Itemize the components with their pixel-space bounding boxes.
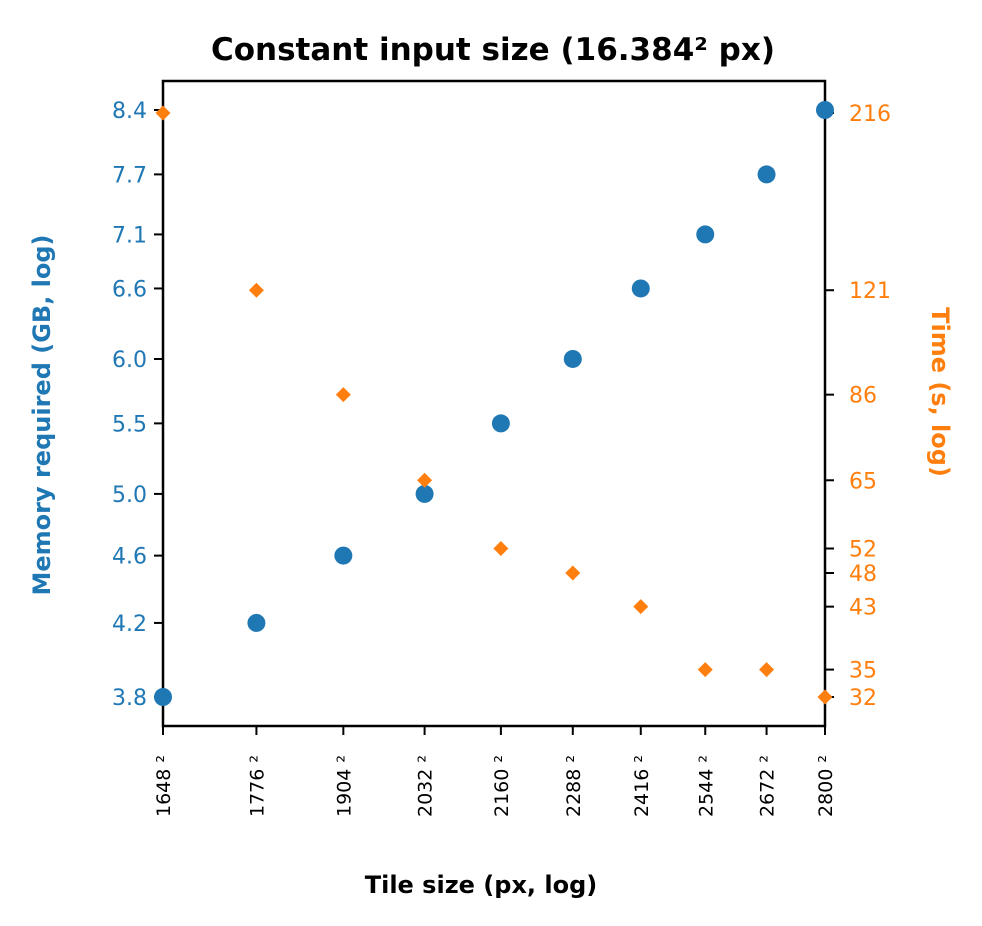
memory-point bbox=[563, 349, 582, 368]
memory-point bbox=[816, 101, 834, 119]
time-point bbox=[759, 662, 775, 678]
y-right-tick-label: 48 bbox=[849, 562, 877, 587]
y-left-tick-label: 5.0 bbox=[112, 483, 147, 508]
memory-point bbox=[415, 484, 434, 503]
time-point bbox=[565, 565, 581, 581]
memory-point bbox=[757, 165, 776, 184]
time-point bbox=[155, 105, 171, 121]
memory-point bbox=[154, 688, 172, 706]
y-left-tick-label: 5.5 bbox=[112, 412, 147, 437]
x-tick-label: 2160 ² bbox=[491, 755, 513, 817]
y-left-tick-label: 6.6 bbox=[112, 277, 147, 302]
y-left-tick-label: 7.1 bbox=[112, 223, 147, 248]
x-tick-label: 2288 ² bbox=[563, 755, 585, 817]
x-tick-label: 1904 ² bbox=[333, 755, 355, 817]
series-time bbox=[155, 105, 833, 705]
x-tick-label: 2672 ² bbox=[757, 755, 779, 817]
y-right-tick-label: 65 bbox=[849, 469, 877, 494]
y-left-tick-label: 3.8 bbox=[112, 686, 147, 711]
x-tick-label: 2032 ² bbox=[415, 755, 437, 817]
y-axis-left-label: Memory required (GB, log) bbox=[28, 234, 56, 595]
y-left-tick-label: 8.4 bbox=[112, 99, 147, 124]
memory-point bbox=[696, 225, 715, 244]
y-right-tick-label: 216 bbox=[849, 102, 891, 127]
time-point bbox=[697, 662, 713, 678]
y-left-tick-label: 6.0 bbox=[112, 348, 147, 373]
memory-point bbox=[631, 279, 650, 298]
x-tick-label: 1648 ² bbox=[153, 755, 175, 817]
time-point bbox=[493, 541, 509, 557]
y-left-tick-label: 7.7 bbox=[112, 163, 147, 188]
x-axis: 1648 ² 1776 ² 1904 ² 2032 ² 2160 ² 2288 ² 2416… bbox=[153, 726, 837, 817]
plot-frame bbox=[161, 79, 827, 728]
x-tick-label: 2544 ² bbox=[695, 755, 717, 817]
time-point bbox=[248, 282, 264, 298]
x-tick-label: 2416 ² bbox=[631, 755, 653, 817]
y-axis-left: 3.8 4.2 4.6 5.0 5.5 6.0 6.6 7.1 7.7 8.4 bbox=[112, 99, 163, 711]
time-point bbox=[335, 387, 351, 403]
y-left-tick-label: 4.2 bbox=[112, 612, 147, 637]
y-axis-right-label: Time (s, log) bbox=[926, 307, 954, 477]
memory-point bbox=[247, 613, 266, 632]
x-tick-label: 2800 ² bbox=[815, 755, 837, 817]
y-right-tick-label: 32 bbox=[849, 686, 877, 711]
y-right-tick-label: 121 bbox=[849, 279, 891, 304]
x-tick-label: 1776 ² bbox=[246, 755, 268, 817]
memory-point bbox=[334, 546, 353, 565]
y-left-tick-label: 4.6 bbox=[112, 545, 147, 570]
x-axis-label: Tile size (px, log) bbox=[365, 871, 598, 899]
y-right-tick-label: 43 bbox=[849, 596, 877, 621]
time-point bbox=[633, 599, 649, 615]
chart-title: Constant input size (16.384² px) bbox=[211, 32, 775, 68]
time-point bbox=[417, 472, 433, 488]
memory-point bbox=[491, 414, 510, 433]
series-memory bbox=[154, 101, 834, 706]
time-point bbox=[817, 689, 833, 705]
y-right-tick-label: 86 bbox=[849, 384, 877, 409]
y-right-tick-label: 35 bbox=[849, 659, 877, 684]
y-right-tick-label: 52 bbox=[849, 538, 877, 563]
